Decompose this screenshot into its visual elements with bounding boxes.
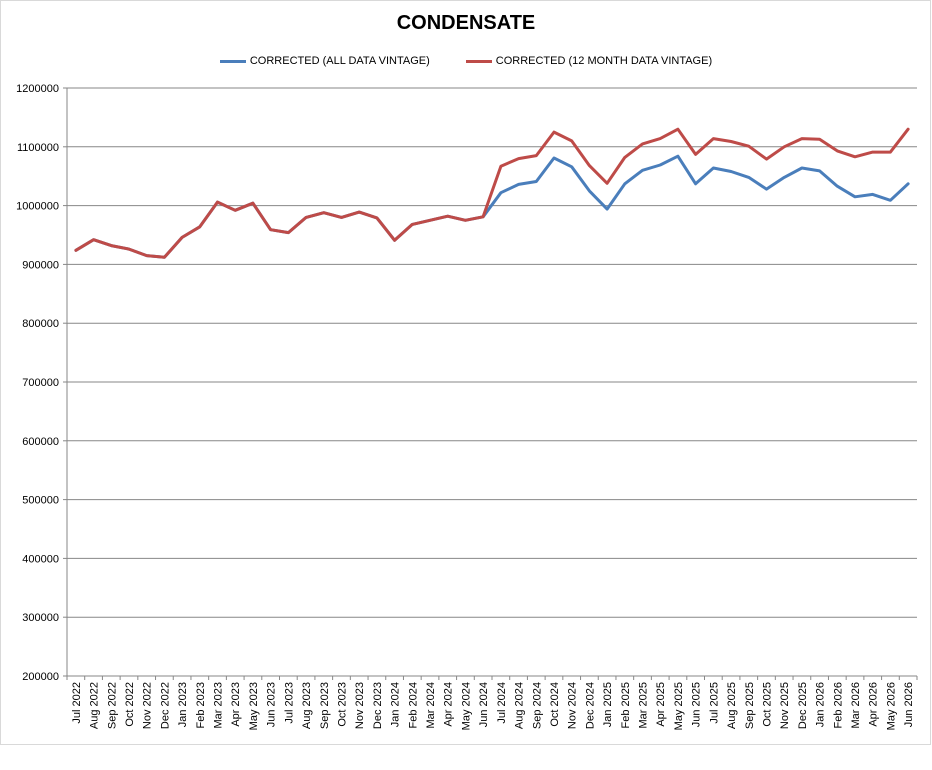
- x-tick-label: Dec 2025: [797, 682, 809, 729]
- x-tick-label: Jul 2022: [71, 682, 83, 724]
- y-tick-label: 600000: [22, 436, 59, 448]
- x-tick-label: Sep 2024: [531, 682, 543, 729]
- x-tick-label: Jun 2024: [478, 682, 490, 727]
- x-tick-label: Oct 2022: [124, 682, 136, 727]
- y-tick-label: 1200000: [16, 83, 59, 95]
- x-tick-label: Mar 2025: [638, 682, 650, 728]
- x-tick-label: Nov 2025: [779, 682, 791, 729]
- x-tick-label: May 2023: [248, 682, 260, 730]
- legend-item-12-month: CORRECTED (12 MONTH DATA VINTAGE): [465, 55, 713, 67]
- x-tick-label: May 2026: [885, 682, 897, 730]
- x-tick-label: Apr 2024: [443, 682, 455, 727]
- x-tick-label: Mar 2026: [850, 682, 862, 728]
- x-tick-label: Aug 2025: [726, 682, 738, 729]
- x-tick-label: Jan 2024: [390, 682, 402, 727]
- legend-item-all-data: CORRECTED (ALL DATA VINTAGE): [219, 55, 430, 67]
- x-tick-label: Aug 2024: [514, 682, 526, 729]
- series-line-all-data: [74, 154, 910, 259]
- x-tick-label: Feb 2025: [620, 682, 632, 728]
- chart-frame: [0, 0, 931, 745]
- legend-label-all-data: CORRECTED (ALL DATA VINTAGE): [249, 55, 430, 67]
- x-tick-label: Sep 2022: [106, 682, 118, 729]
- y-tick-label: 500000: [22, 495, 59, 507]
- x-tick-label: Dec 2024: [584, 682, 596, 729]
- y-tick-label: 300000: [22, 612, 59, 624]
- x-tick-label: Jan 2026: [815, 682, 827, 727]
- y-tick-label: 800000: [22, 318, 59, 330]
- x-tick-label: Sep 2023: [319, 682, 331, 729]
- x-tick-label: Jul 2025: [708, 682, 720, 724]
- x-tick-label: Apr 2023: [230, 682, 242, 727]
- x-tick-label: Jan 2025: [602, 682, 614, 727]
- x-tick-label: May 2024: [460, 682, 472, 730]
- x-tick-label: Apr 2026: [868, 682, 880, 727]
- legend-swatch-all-data: [219, 59, 246, 63]
- x-tick-label: Aug 2022: [89, 682, 101, 729]
- x-tick-label: Nov 2022: [142, 682, 154, 729]
- x-tick-label: Oct 2023: [336, 682, 348, 727]
- y-tick-label: 700000: [22, 377, 59, 389]
- series-line-12-month: [74, 127, 910, 259]
- x-tick-label: Jan 2023: [177, 682, 189, 727]
- y-tick-label: 200000: [22, 671, 59, 683]
- x-tick-label: May 2025: [673, 682, 685, 730]
- x-tick-label: Sep 2025: [744, 682, 756, 729]
- x-tick-label: Dec 2023: [372, 682, 384, 729]
- x-tick-label: Jun 2023: [266, 682, 278, 727]
- legend-swatch-12-month: [465, 59, 492, 63]
- y-tick-label: 1000000: [16, 201, 59, 213]
- x-tick-label: Dec 2022: [159, 682, 171, 729]
- legend-label-12-month: CORRECTED (12 MONTH DATA VINTAGE): [495, 55, 713, 67]
- chart-title: CONDENSATE: [396, 12, 536, 34]
- x-tick-label: Aug 2023: [301, 682, 313, 729]
- x-tick-label: Jun 2026: [903, 682, 915, 727]
- x-tick-label: Oct 2025: [761, 682, 773, 727]
- y-tick-label: 400000: [22, 553, 59, 565]
- x-tick-label: Feb 2023: [195, 682, 207, 728]
- x-tick-label: Nov 2023: [354, 682, 366, 729]
- x-tick-label: Jul 2024: [496, 682, 508, 724]
- y-tick-label: 900000: [22, 259, 59, 271]
- x-tick-label: Feb 2026: [832, 682, 844, 728]
- y-tick-label: 1100000: [17, 142, 59, 154]
- x-tick-label: Jun 2025: [691, 682, 703, 727]
- x-tick-label: Nov 2024: [567, 682, 579, 729]
- x-tick-label: Jul 2023: [283, 682, 295, 724]
- x-tick-label: Mar 2023: [213, 682, 225, 728]
- x-tick-label: Mar 2024: [425, 682, 437, 728]
- x-tick-label: Apr 2025: [655, 682, 667, 727]
- x-tick-label: Feb 2024: [407, 682, 419, 728]
- chart-legend: CORRECTED (ALL DATA VINTAGE) CORRECTED (…: [0, 55, 932, 67]
- x-tick-label: Oct 2024: [549, 682, 561, 727]
